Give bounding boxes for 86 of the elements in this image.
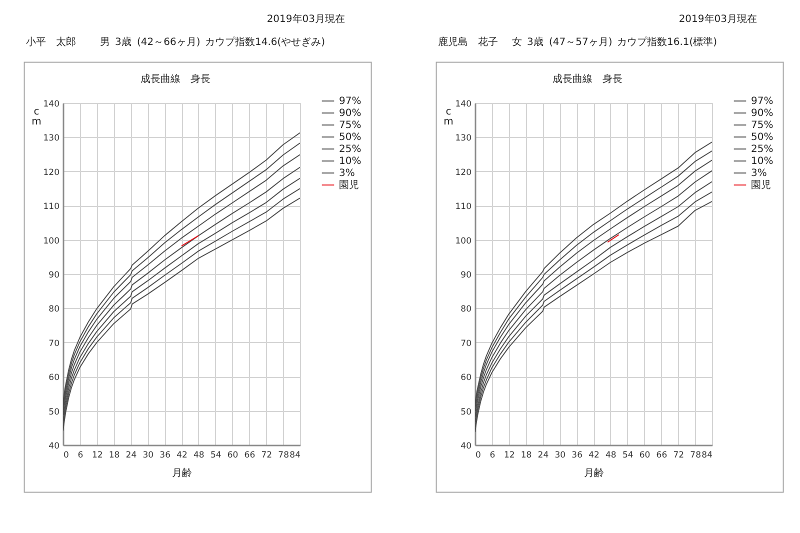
x-tick-label: 48	[606, 450, 616, 460]
y-tick-label: 100	[43, 236, 60, 246]
x-tick-label: 60	[227, 450, 238, 460]
y-tick-label: 50	[48, 407, 60, 418]
legend-label: 90%	[339, 108, 362, 119]
x-tick-label: 36	[572, 450, 582, 460]
x-tick-label: 30	[142, 450, 154, 460]
y-tick-label: 100	[455, 236, 472, 246]
text: 2019年03月現在	[678, 13, 757, 25]
legend-label: 3%	[339, 168, 355, 179]
y-tick-label: 70	[48, 338, 60, 349]
x-tick-label: 60	[639, 450, 650, 460]
text: 2019年03月現在	[266, 13, 345, 25]
x-tick-label: 12	[504, 450, 515, 460]
y-tick-label: 120	[43, 168, 60, 178]
y-tick-label: 130	[43, 134, 60, 144]
x-tick-label: 54	[210, 450, 222, 460]
x-tick-label: 48	[194, 450, 204, 460]
x-tick-label: 0	[64, 450, 69, 460]
y-tick-label: 80	[460, 304, 472, 315]
x-tick-label: 66	[656, 450, 668, 460]
y-tick-label: 60	[460, 373, 472, 384]
x-tick-label: 72	[261, 450, 272, 460]
x-tick-label: 66	[244, 450, 256, 460]
text: (42～66ヶ月)	[137, 37, 200, 48]
y-tick-label: 60	[48, 373, 60, 384]
text: 男	[100, 37, 110, 48]
y-tick-label: 130	[455, 134, 472, 144]
chart-title: 成長曲線 身長	[552, 73, 622, 85]
y-tick-label: 70	[460, 338, 472, 349]
x-tick-label: 18	[520, 450, 532, 460]
x-tick-label: 36	[160, 450, 170, 460]
y-tick-label: 50	[460, 407, 472, 418]
text: カウプ指数14.6(やせぎみ)	[205, 36, 326, 48]
x-tick-label: 12	[92, 450, 103, 460]
legend-label: 75%	[751, 120, 774, 131]
text: (47～57ヶ月)	[549, 37, 612, 48]
y-tick-label: 110	[43, 202, 60, 212]
legend-label: 園児	[751, 180, 771, 191]
x-tick-label: 72	[673, 450, 684, 460]
x-axis-title: 月齢	[172, 467, 192, 479]
y-tick-label: 110	[455, 202, 472, 212]
text: 女	[512, 36, 522, 48]
y-axis-title: cm	[444, 106, 454, 128]
x-tick-label: 42	[176, 450, 188, 460]
text: 小平 太郎	[26, 36, 76, 48]
legend-label: 園児	[339, 180, 359, 191]
x-tick-label: 30	[554, 450, 566, 460]
x-tick-label: 6	[78, 450, 84, 460]
y-tick-label: 120	[455, 168, 472, 178]
legend-label: 10%	[339, 156, 362, 167]
legend-label: 97%	[339, 96, 362, 107]
legend-label: 50%	[339, 132, 362, 143]
y-tick-label: 40	[460, 442, 472, 452]
x-tick-label: 24	[538, 450, 549, 460]
legend-label: 90%	[751, 108, 774, 119]
legend-label: 25%	[751, 144, 774, 155]
text: 3歳	[527, 36, 544, 48]
legend-label: 97%	[751, 96, 774, 107]
legend-label: 25%	[339, 144, 362, 155]
x-tick-label: 54	[622, 450, 634, 460]
legend-label: 10%	[751, 156, 774, 167]
text: 鹿児島 花子	[438, 36, 498, 48]
chart-title: 成長曲線 身長	[140, 73, 210, 85]
x-tick-label: 18	[108, 450, 120, 460]
y-tick-label: 140	[43, 100, 60, 110]
x-tick-label: 78	[690, 450, 701, 460]
legend-label: 75%	[339, 120, 362, 131]
x-tick-label: 78	[278, 450, 289, 460]
x-axis-title: 月齢	[584, 467, 604, 479]
x-tick-label: 0	[476, 450, 481, 460]
y-tick-label: 90	[48, 270, 60, 280]
y-axis-title: cm	[32, 106, 42, 128]
y-tick-label: 140	[455, 100, 472, 110]
legend-label: 3%	[751, 168, 767, 179]
x-tick-label: 84	[702, 450, 712, 460]
legend-label: 50%	[751, 132, 774, 143]
x-tick-label: 84	[290, 450, 300, 460]
text: 3歳	[115, 36, 132, 48]
y-tick-label: 40	[48, 442, 60, 452]
x-tick-label: 6	[490, 450, 496, 460]
x-tick-label: 42	[588, 450, 600, 460]
text: カウプ指数16.1(標準)	[617, 36, 718, 48]
y-tick-label: 80	[48, 304, 60, 315]
y-tick-label: 90	[460, 270, 472, 280]
x-tick-label: 24	[126, 450, 137, 460]
